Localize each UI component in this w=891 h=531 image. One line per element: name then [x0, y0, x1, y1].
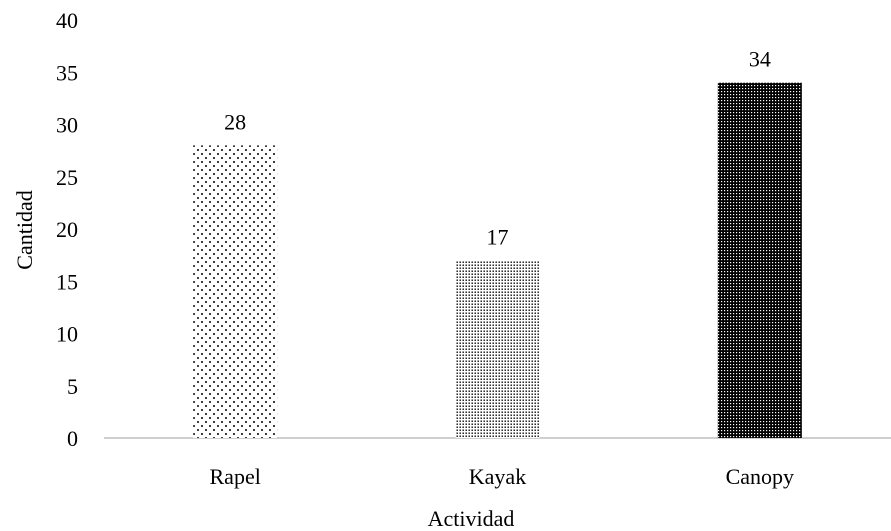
bars — [193, 82, 802, 438]
data-label-rapel: 28 — [224, 109, 246, 134]
bar-kayak — [455, 260, 540, 438]
data-label-kayak: 17 — [487, 224, 509, 249]
y-tick-label: 40 — [56, 8, 78, 33]
bar-canopy — [717, 82, 802, 438]
y-tick-label: 30 — [56, 113, 78, 138]
y-tick-label: 10 — [56, 322, 78, 347]
y-tick-label: 0 — [67, 426, 78, 451]
x-tick-label-canopy: Canopy — [726, 464, 794, 489]
category-labels: Rapel Kayak Canopy — [210, 464, 795, 489]
y-tick-label: 25 — [56, 165, 78, 190]
y-axis-title: Cantidad — [12, 190, 37, 269]
y-tick-label: 5 — [67, 374, 78, 399]
y-axis-ticks: 0 5 10 15 20 25 30 35 40 — [56, 8, 78, 451]
x-tick-label-rapel: Rapel — [210, 464, 261, 489]
data-labels: 28 17 34 — [224, 47, 771, 250]
y-tick-label: 15 — [56, 269, 78, 294]
x-tick-label-kayak: Kayak — [469, 464, 526, 489]
data-label-canopy: 34 — [749, 47, 771, 72]
y-tick-label: 20 — [56, 217, 78, 242]
x-axis-title: Actividad — [428, 506, 515, 531]
bar-rapel — [193, 145, 278, 438]
y-tick-label: 35 — [56, 60, 78, 85]
